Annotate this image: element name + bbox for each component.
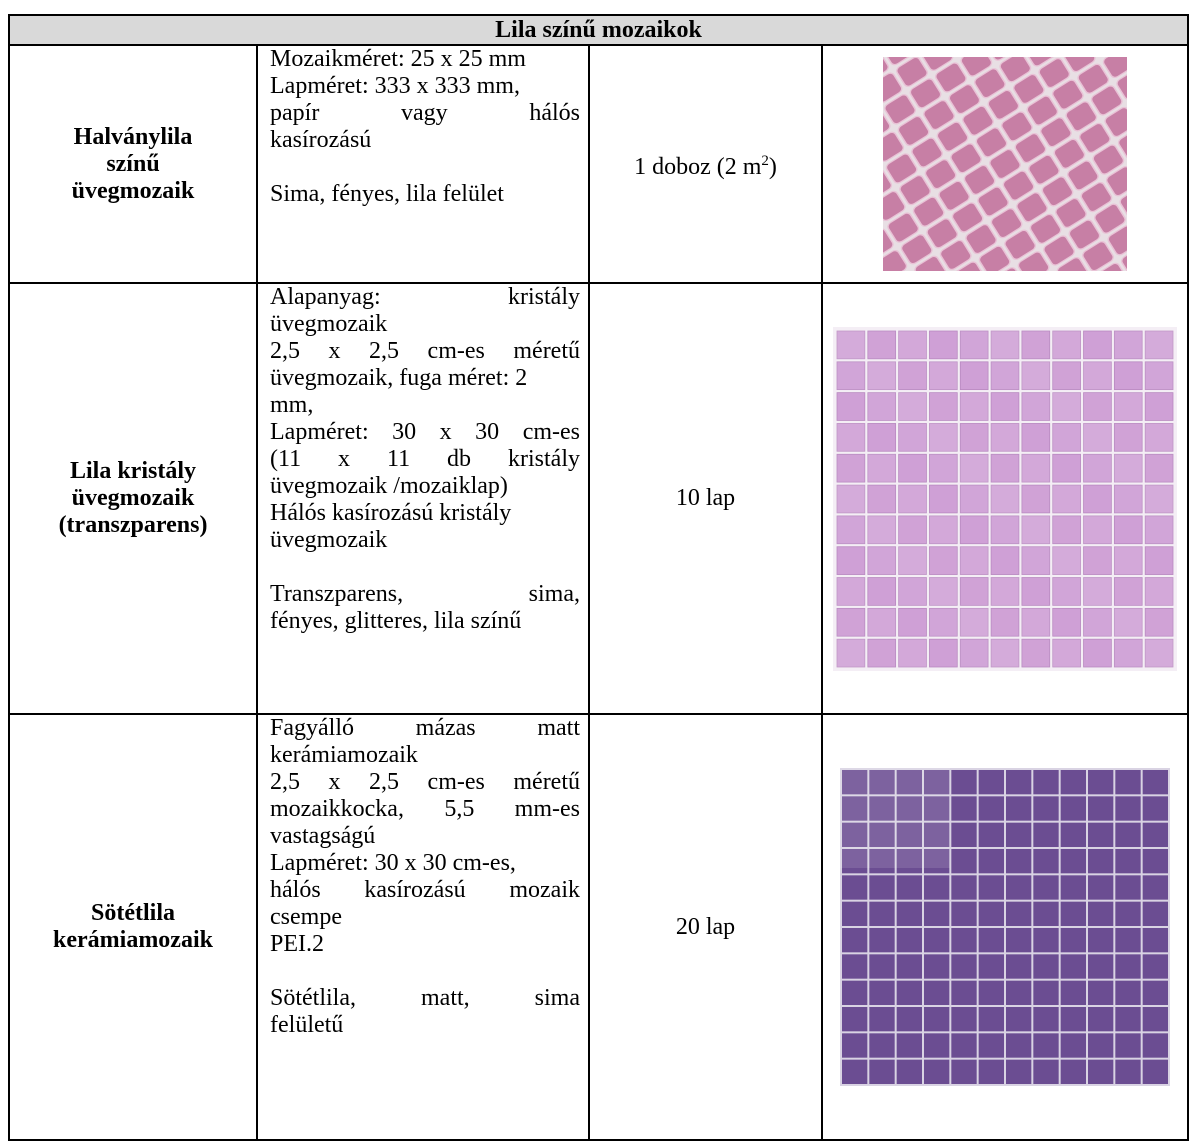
description-line: fényes, glitteres, lila színű (270, 608, 522, 634)
product-quantity: 10 lap (588, 282, 823, 715)
description-gap (270, 154, 580, 181)
product-image-cell (820, 713, 1190, 1141)
description-line: felületű (270, 1012, 344, 1038)
quantity-text: 1 doboz (2 m (634, 153, 762, 180)
description-line: 2,5 x 2,5 cm-es méretű (270, 338, 580, 364)
description-line: Fagyálló mázas matt (270, 715, 580, 741)
description-line: Sima, fényes, lila felület (270, 181, 504, 207)
mosaic-table: Lila színű mozaikok Halványlila színű üv… (7, 14, 1190, 1141)
description-line: Mozaikméret: 25 x 25 mm (270, 46, 526, 72)
description-line: vastagságú (270, 823, 376, 849)
product-name-line: Lila kristály (69, 458, 196, 484)
product-name-line: kerámiamozaik (53, 927, 213, 953)
description-line: Lapméret: 333 x 333 mm, (270, 73, 520, 99)
description-line: hálós kasírozású mozaik (270, 877, 580, 903)
description-line: Lapméret: 30 x 30 cm-es (270, 419, 580, 445)
description-gap (270, 958, 580, 985)
description-line: üvegmozaik /mozaiklap) (270, 473, 508, 499)
glitter-mosaic-image (833, 326, 1178, 671)
product-description: Mozaikméret: 25 x 25 mm Lapméret: 333 x … (256, 44, 590, 284)
product-name-line: Sötétlila (91, 900, 175, 926)
product-image-cell (820, 282, 1190, 715)
description-line: mm, (270, 392, 314, 418)
description-line: kerámiamozaik (270, 742, 418, 768)
table-row: Lila kristály üvegmozaik (transzparens) … (8, 282, 1190, 715)
description-line: Hálós kasírozású kristály (270, 500, 512, 526)
product-quantity: 1 doboz (2 m2) (588, 44, 823, 284)
product-name-line: Halványlila (73, 123, 193, 150)
table-row: Halványlila színű üvegmozaik Mozaikméret… (8, 44, 1190, 284)
description-line: (11 x 11 db kristály (270, 446, 580, 472)
product-name: Lila kristály üvegmozaik (transzparens) (8, 282, 258, 715)
product-description: Alapanyag: kristály üvegmozaik 2,5 x 2,5… (256, 282, 590, 715)
description-line: mozaikkocka, 5,5 mm-es (270, 796, 580, 822)
description-line: Transzparens, sima, (270, 581, 580, 607)
description-line: üvegmozaik (270, 311, 388, 337)
product-quantity: 20 lap (588, 713, 823, 1141)
pink-mosaic-image (883, 57, 1128, 271)
description-line: csempe (270, 904, 342, 930)
description-gap (270, 554, 580, 581)
dark-purple-mosaic-image (840, 768, 1171, 1086)
product-name-line: üvegmozaik (71, 177, 195, 204)
table-title: Lila színű mozaikok (7, 14, 1190, 46)
description-line: üvegmozaik (270, 527, 388, 553)
product-name-line: üvegmozaik (71, 485, 195, 511)
table-row: Sötétlila kerámiamozaik Fagyálló mázas m… (8, 713, 1190, 1141)
description-line: Alapanyag: kristály (270, 284, 580, 310)
product-name: Sötétlila kerámiamozaik (8, 713, 258, 1141)
quantity-text-end: ) (768, 153, 777, 180)
description-line: üvegmozaik, fuga méret: 2 (270, 365, 528, 391)
product-image-cell (820, 44, 1190, 284)
description-line: kasírozású (270, 127, 372, 153)
product-name-line: (transzparens) (58, 512, 208, 538)
product-name-line: színű (106, 150, 160, 177)
description-line: Sötétlila, matt, sima (270, 985, 580, 1011)
product-name: Halványlila színű üvegmozaik (8, 44, 258, 284)
description-line: 2,5 x 2,5 cm-es méretű (270, 769, 580, 795)
description-line: Lapméret: 30 x 30 cm-es, (270, 850, 516, 876)
quantity-superscript: 2 (761, 152, 769, 169)
product-description: Fagyálló mázas matt kerámiamozaik 2,5 x … (256, 713, 590, 1141)
description-line: papír vagy hálós (270, 100, 580, 126)
description-line: PEI.2 (270, 931, 324, 957)
